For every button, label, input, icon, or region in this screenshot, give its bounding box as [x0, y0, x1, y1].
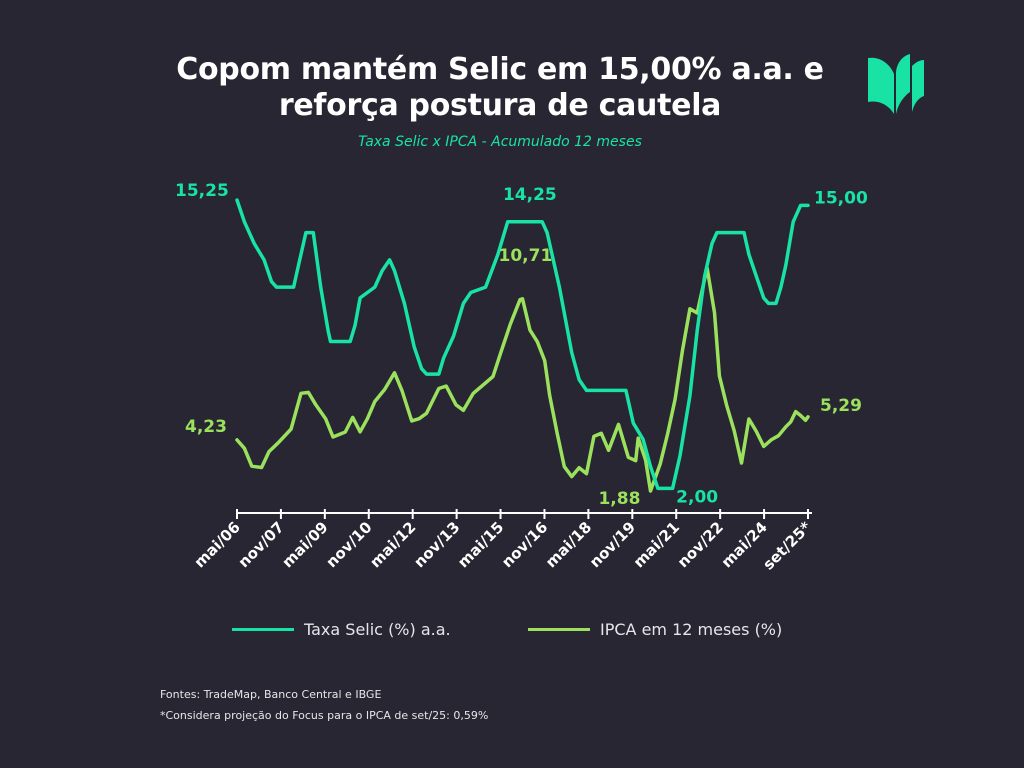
- x-tick-label: nov/10: [322, 518, 375, 571]
- chart-title-line-2: reforça postura de cautela: [278, 88, 722, 123]
- ipca-series-line: [235, 266, 810, 493]
- x-tick-label: mai/21: [630, 518, 683, 571]
- sources-note: Fontes: TradeMap, Banco Central e IBGE: [160, 688, 382, 701]
- x-tick-label: nov/19: [586, 518, 639, 571]
- chart-series: [235, 198, 810, 493]
- data-label: 1,88: [598, 489, 640, 509]
- legend-item-selic: Taxa Selic (%) a.a.: [232, 620, 451, 639]
- x-tick-label: mai/18: [542, 518, 595, 571]
- data-label: 5,29: [820, 396, 862, 416]
- data-label: 14,25: [503, 185, 557, 205]
- x-tick-label: mai/12: [366, 518, 419, 571]
- data-label: 15,25: [175, 181, 229, 201]
- data-label: 10,71: [499, 246, 553, 266]
- footnote: *Considera projeção do Focus para o IPCA…: [160, 709, 489, 722]
- x-tick-label: nov/22: [674, 518, 727, 571]
- chart-subtitle: Taxa Selic x IPCA - Acumulado 12 meses: [358, 134, 642, 150]
- legend-label-ipca: IPCA em 12 meses (%): [600, 620, 783, 639]
- selic-series-line: [235, 198, 810, 491]
- legend-swatch-selic: [232, 628, 294, 631]
- x-tick-label: mai/09: [278, 518, 331, 571]
- data-label: 4,23: [185, 417, 227, 437]
- chart-title-line-1: Copom mantém Selic em 15,00% a.a. e: [176, 52, 824, 87]
- x-tick-label: set/25*: [759, 518, 815, 574]
- fiscal-books-logo-icon: [868, 54, 924, 114]
- data-label: 15,00: [814, 188, 868, 208]
- legend-item-ipca: IPCA em 12 meses (%): [528, 620, 782, 639]
- data-label: 2,00: [676, 487, 718, 507]
- legend-swatch-ipca: [528, 628, 590, 631]
- x-tick-label: nov/16: [498, 518, 551, 571]
- x-axis: mai/06nov/07mai/09nov/10mai/12nov/13mai/…: [191, 509, 815, 574]
- line-chart: mai/06nov/07mai/09nov/10mai/12nov/13mai/…: [175, 181, 868, 574]
- x-tick-label: mai/15: [454, 518, 507, 571]
- legend-label-selic: Taxa Selic (%) a.a.: [304, 620, 451, 639]
- x-tick-label: nov/13: [410, 518, 463, 571]
- x-tick-label: mai/06: [191, 518, 244, 571]
- x-tick-label: nov/07: [235, 518, 288, 571]
- chart-title: Copom mantém Selic em 15,00% a.a. e refo…: [0, 52, 1000, 124]
- data-labels: 15,25 14,25 2,00 15,00 4,23 10,71 1,88 5,29: [175, 181, 868, 509]
